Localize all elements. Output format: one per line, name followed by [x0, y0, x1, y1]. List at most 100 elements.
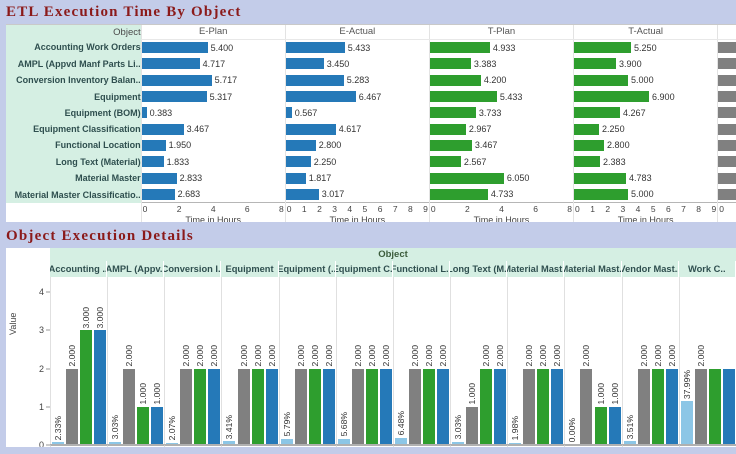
bar-cell[interactable]: 4.050 — [717, 88, 736, 105]
bar-slot[interactable]: 2.000 — [694, 277, 708, 445]
bar-cell[interactable]: 5.083 — [717, 169, 736, 187]
bar-slot[interactable] — [708, 277, 722, 445]
object-column-header[interactable]: AMPL (Appv.. — [107, 261, 165, 277]
bar-slot[interactable]: 2.000 — [522, 277, 536, 445]
bar-slot[interactable]: 2.000 — [365, 277, 379, 445]
bar-slot[interactable]: 2.000 — [422, 277, 436, 445]
bar-slot[interactable] — [722, 277, 736, 445]
bar-slot[interactable]: 5.68% — [337, 277, 351, 445]
bar-cell[interactable]: 5.400 — [140, 39, 286, 56]
table-row[interactable]: Conversion Inventory Balan.. 5.717 5.283 4.… — [6, 72, 736, 89]
object-column-header[interactable]: Equipment — [221, 261, 279, 277]
bar-slot[interactable]: 2.000 — [379, 277, 393, 445]
bar-cell[interactable]: 1.783 — [717, 153, 736, 170]
bar-cell[interactable]: 0.567 — [284, 104, 430, 121]
bar-slot[interactable]: 2.000 — [265, 277, 279, 445]
bar-cell[interactable]: 2.567 — [428, 153, 574, 170]
bar-slot[interactable]: 2.000 — [351, 277, 365, 445]
bar-slot[interactable]: 1.000 — [465, 277, 479, 445]
object-column-header[interactable]: Work C.. — [678, 261, 736, 277]
bar-cell[interactable]: 5.433 — [428, 88, 574, 105]
bar-cell[interactable]: 5.433 — [284, 39, 430, 56]
object-column-header[interactable]: Conversion I.. — [164, 261, 222, 277]
bar-cell[interactable]: 5.250 — [573, 39, 718, 56]
bar-slot[interactable]: 2.000 — [207, 277, 221, 445]
bar-cell[interactable]: 5.000 — [573, 186, 718, 203]
bar-slot[interactable]: 3.03% — [108, 277, 122, 445]
table-row[interactable]: Functional Location 1.950 2.800 3.467 2.800 2… — [6, 137, 736, 154]
bar-slot[interactable]: 3.03% — [451, 277, 465, 445]
object-column-header[interactable]: Accounting .. — [50, 261, 108, 277]
bar-cell[interactable]: 4.933 — [428, 39, 574, 56]
table-row[interactable]: Equipment 5.317 6.467 5.433 6.900 4.050 — [6, 88, 736, 105]
bar-slot[interactable]: 3.51% — [623, 277, 637, 445]
bar-cell[interactable]: 2.217 — [717, 137, 736, 154]
bar-cell[interactable]: 5.317 — [140, 88, 286, 105]
bar-slot[interactable]: 2.000 — [193, 277, 207, 445]
bar-slot[interactable]: 2.000 — [408, 277, 422, 445]
bar-cell[interactable]: 3.017 — [284, 186, 430, 203]
bar-cell[interactable]: 5.000 — [573, 72, 718, 89]
bar-cell[interactable]: 2.383 — [573, 153, 718, 170]
bar-slot[interactable]: 6.48% — [394, 277, 408, 445]
header-L-Plan[interactable]: L-Plan — [717, 25, 736, 40]
bar-slot[interactable]: 5.79% — [280, 277, 294, 445]
object-column-header[interactable]: Functional L.. — [392, 261, 451, 277]
bar-cell[interactable]: 0.383 — [140, 104, 286, 121]
bar-cell[interactable]: 4.617 — [284, 120, 430, 138]
bar-slot[interactable]: 2.000 — [436, 277, 450, 445]
table-row[interactable]: Long Text (Material) 1.833 2.250 2.567 2.383… — [6, 153, 736, 170]
table-row[interactable]: Material Master 2.833 1.817 6.050 4.783 5.083… — [6, 169, 736, 187]
bar-cell[interactable]: 2.800 — [284, 137, 430, 154]
bar-cell[interactable]: 3.383 — [428, 55, 574, 73]
table-row[interactable]: Material Master Classificatio.. 2.683 3.01… — [6, 186, 736, 203]
bar-cell[interactable]: 4.783 — [573, 169, 718, 187]
bar-slot[interactable]: 37.99% — [680, 277, 694, 445]
bar-cell[interactable]: 2.250 — [573, 120, 718, 138]
table-row[interactable]: Accounting Work Orders 5.400 5.433 4.933 5.2… — [6, 39, 736, 56]
object-column-header[interactable]: Material Mast.. — [507, 261, 565, 277]
bar-slot[interactable]: 2.000 — [651, 277, 665, 445]
bar-cell[interactable]: 1.817 — [284, 169, 430, 187]
bar-slot[interactable]: 3.000 — [93, 277, 107, 445]
bar-slot[interactable]: 2.000 — [536, 277, 550, 445]
object-column-header[interactable]: Equipment (.. — [278, 261, 336, 277]
header-T-Plan[interactable]: T-Plan — [428, 25, 574, 40]
bar-cell[interactable]: 4.267 — [573, 104, 718, 121]
bar-cell[interactable]: 2.967 — [428, 120, 574, 138]
bar-cell[interactable]: 2.800 — [573, 137, 718, 154]
bar-slot[interactable]: 2.000 — [579, 277, 593, 445]
bar-slot[interactable]: 2.000 — [251, 277, 265, 445]
bar-cell[interactable]: 3.450 — [284, 55, 430, 73]
bar-cell[interactable]: 4.450 — [717, 72, 736, 89]
bar-cell[interactable]: 2.833 — [140, 169, 286, 187]
bar-slot[interactable]: 2.000 — [122, 277, 136, 445]
bar-cell[interactable]: 1.833 — [140, 153, 286, 170]
bar-cell[interactable]: 4.683 — [717, 120, 736, 138]
bar-cell[interactable]: 2.683 — [140, 186, 286, 203]
bar-slot[interactable]: 1.000 — [150, 277, 164, 445]
bar-slot[interactable]: 3.41% — [222, 277, 236, 445]
bar-slot[interactable]: 2.000 — [479, 277, 493, 445]
bar-cell[interactable]: 2.250 — [717, 104, 736, 121]
bar-cell[interactable]: 4.667 — [717, 39, 736, 56]
object-details-grid[interactable]: Object Accounting .. AMPL (Appv.. Conversi… — [6, 248, 736, 447]
table-row[interactable]: Equipment Classification 3.467 4.617 2.967 2… — [6, 120, 736, 138]
header-T-Actual[interactable]: T-Actual — [573, 25, 718, 40]
bar-slot[interactable]: 2.000 — [65, 277, 79, 445]
bar-slot[interactable]: 2.000 — [665, 277, 679, 445]
header-E-Actual[interactable]: E-Actual — [284, 25, 430, 40]
bar-slot[interactable]: 3.000 — [79, 277, 93, 445]
header-E-Plan[interactable]: E-Plan — [140, 25, 286, 40]
bar-cell[interactable]: 4.717 — [140, 55, 286, 73]
bar-cell[interactable]: 3.900 — [573, 55, 718, 73]
object-column-header[interactable]: Equipment C.. — [335, 261, 393, 277]
bar-slot[interactable]: 2.000 — [308, 277, 322, 445]
bar-cell[interactable]: 4.733 — [717, 55, 736, 73]
bar-slot[interactable]: 1.000 — [136, 277, 150, 445]
bar-slot[interactable]: 2.000 — [637, 277, 651, 445]
object-column-header[interactable]: Long Text (M.. — [450, 261, 508, 277]
bar-cell[interactable]: 6.900 — [573, 88, 718, 105]
bar-slot[interactable]: 0.00% — [565, 277, 579, 445]
bar-slot[interactable]: 2.07% — [165, 277, 179, 445]
